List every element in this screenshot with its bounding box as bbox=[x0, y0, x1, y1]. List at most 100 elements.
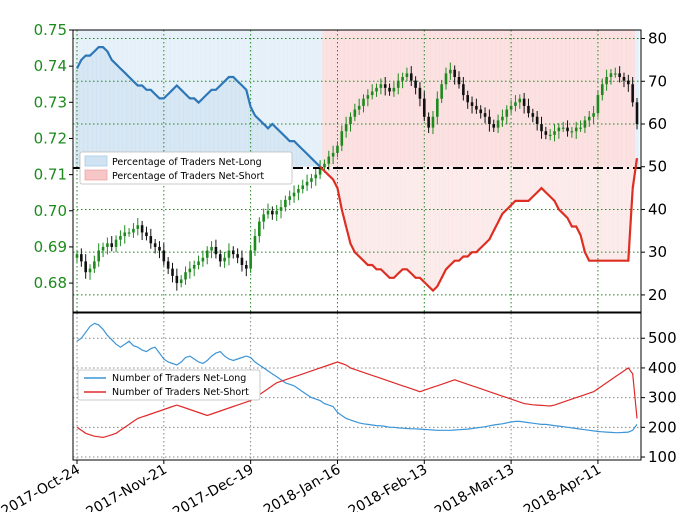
net-short-fill-bar bbox=[352, 166, 358, 253]
net-short-fill-bar bbox=[582, 166, 588, 253]
net-long-fill-bar bbox=[105, 51, 110, 167]
price-candle-body bbox=[514, 102, 517, 106]
net-long-fill-bar bbox=[144, 89, 149, 167]
price-candle-body bbox=[627, 80, 630, 85]
net-short-fill-bar bbox=[556, 30, 562, 167]
price-candle-body bbox=[210, 246, 213, 251]
net-long-fill-bar bbox=[257, 30, 262, 167]
net-long-fill-bar bbox=[283, 30, 288, 167]
net-short-fill-bar bbox=[626, 30, 631, 167]
net-long-fill-bar bbox=[252, 115, 258, 167]
net-short-fill-bar bbox=[361, 166, 366, 261]
x-axis-ticks: 2017-Oct-24 2017-Nov-21 2017-Dec-19 2018-Ja… bbox=[0, 460, 604, 512]
price-candle-body bbox=[401, 77, 404, 81]
right-axis-ticks-bottom: 100 200 300 400 500 bbox=[641, 329, 677, 466]
net-long-fill-bar bbox=[183, 30, 188, 167]
net-long-fill-bar bbox=[122, 30, 128, 167]
price-candle-body bbox=[123, 232, 127, 237]
net-long-fill-bar bbox=[152, 30, 158, 167]
net-short-fill-bar bbox=[504, 166, 510, 210]
price-candle-body bbox=[609, 73, 613, 77]
price-candle-body bbox=[271, 210, 274, 215]
net-short-fill-bar bbox=[617, 166, 622, 261]
top-panel: 0.68 0.69 0.70 0.71 0.72 0.73 0.74 0.75 20 30 40 5… bbox=[34, 21, 667, 313]
price-candle-body bbox=[84, 261, 87, 273]
net-short-fill-bar bbox=[326, 30, 332, 167]
price-candle-body bbox=[353, 109, 357, 117]
price-candle-body bbox=[618, 73, 621, 77]
net-short-fill-bar bbox=[374, 30, 379, 167]
price-candle-body bbox=[570, 131, 574, 133]
price-candle-body bbox=[548, 134, 552, 137]
price-candle-body bbox=[431, 116, 435, 128]
net-long-fill-bar bbox=[222, 30, 227, 167]
net-short-fill-bar bbox=[435, 166, 440, 287]
bottom-legend-box bbox=[77, 369, 261, 401]
net-long-fill-bar bbox=[79, 59, 84, 167]
net-long-fill-bar bbox=[192, 98, 197, 167]
net-short-fill-bar bbox=[452, 30, 458, 167]
net-long-fill-bar bbox=[152, 94, 158, 167]
price-candle-body bbox=[249, 250, 252, 269]
x-axis-tick-label: 2018-Feb-13 bbox=[346, 462, 431, 512]
net-long-fill-bar bbox=[74, 68, 80, 167]
price-candle-body bbox=[223, 257, 226, 262]
net-short-fill-bar bbox=[552, 166, 557, 201]
net-short-fill-bar bbox=[426, 166, 431, 287]
price-candle-body bbox=[540, 124, 543, 132]
net-short-fill-bar bbox=[526, 166, 531, 201]
net-long-fill-bar bbox=[209, 30, 214, 167]
price-candle-body bbox=[544, 131, 548, 135]
price-candle-body bbox=[114, 239, 118, 247]
left-axis-tick-label: 0.68 bbox=[34, 274, 67, 292]
net-long-fill-bar bbox=[226, 30, 232, 167]
net-short-fill-bar bbox=[495, 166, 501, 223]
net-long-fill-bar bbox=[96, 47, 102, 167]
net-short-fill-bar bbox=[322, 30, 327, 167]
net-short-fill-bar bbox=[547, 166, 553, 197]
price-candle-body bbox=[318, 167, 322, 175]
net-short-fill-bar bbox=[495, 30, 501, 167]
net-long-fill-bar bbox=[148, 89, 154, 167]
price-candle-body bbox=[561, 127, 565, 129]
net-short-fill-bar bbox=[543, 166, 549, 193]
price-candle-body bbox=[75, 254, 79, 258]
price-candle-body bbox=[97, 250, 101, 262]
price-candle-body bbox=[370, 91, 374, 96]
net-short-fill-bar bbox=[487, 30, 492, 167]
left-axis-tick-label: 0.69 bbox=[34, 238, 67, 256]
net-short-fill-bar bbox=[591, 30, 596, 167]
price-candle-body bbox=[579, 127, 582, 129]
net-long-fill-bar bbox=[187, 98, 193, 167]
net-short-fill-bar bbox=[587, 166, 592, 261]
price-candle-body bbox=[587, 116, 591, 121]
x-axis-tick-label: 2017-Nov-21 bbox=[83, 462, 169, 512]
net-long-fill-bar bbox=[244, 89, 249, 167]
net-long-fill-bar bbox=[187, 30, 193, 167]
price-candle-body bbox=[314, 174, 318, 179]
net-long-fill-bar bbox=[317, 30, 323, 167]
net-short-fill-bar bbox=[356, 166, 362, 257]
net-long-fill-bar bbox=[235, 30, 240, 167]
price-candle-body bbox=[566, 127, 569, 132]
price-candle-body bbox=[379, 84, 383, 88]
price-candle-body bbox=[622, 77, 626, 81]
net-long-fill-bar bbox=[231, 77, 236, 167]
net-short-fill-bar bbox=[587, 30, 592, 167]
price-candle-body bbox=[288, 196, 292, 200]
price-candle-body bbox=[600, 84, 604, 96]
net-short-fill-bar bbox=[621, 166, 627, 261]
price-candle-body bbox=[488, 116, 491, 124]
net-short-fill-bar bbox=[617, 30, 622, 167]
price-candle-body bbox=[132, 228, 135, 233]
net-long-fill-bar bbox=[113, 64, 119, 167]
price-candle-body bbox=[88, 268, 92, 273]
net-long-fill-bar bbox=[274, 30, 280, 167]
net-long-fill-bar bbox=[278, 132, 284, 167]
top-legend: Percentage of Traders Net-Long Percentag… bbox=[79, 151, 293, 185]
price-candle-body bbox=[362, 98, 365, 106]
price-candle-body bbox=[444, 73, 448, 85]
price-candle-body bbox=[522, 98, 526, 106]
price-candle-body bbox=[518, 98, 522, 103]
